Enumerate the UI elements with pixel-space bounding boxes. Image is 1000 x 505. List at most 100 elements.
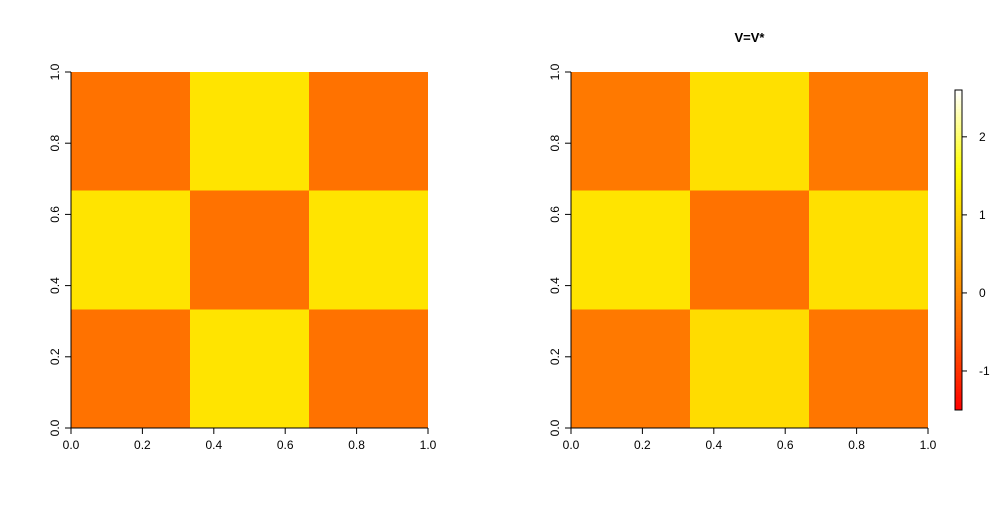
colorbar-swatch: [955, 375, 962, 379]
colorbar-swatch: [955, 319, 962, 323]
colorbar-swatch: [955, 250, 962, 254]
colorbar-swatch: [955, 135, 962, 139]
x-tick-label: 0.4: [705, 438, 722, 452]
colorbar-swatch: [955, 90, 962, 94]
colorbar-swatch: [955, 138, 962, 142]
y-tick-label: 0.2: [48, 348, 62, 365]
colorbar-swatch: [955, 327, 962, 331]
heatmap-cell: [309, 72, 428, 191]
colorbar-swatch: [955, 220, 962, 224]
y-tick-label: 1.0: [48, 63, 62, 80]
colorbar-swatch: [955, 194, 962, 198]
colorbar-swatch: [955, 351, 962, 355]
colorbar-swatch: [955, 124, 962, 128]
colorbar-swatch: [955, 378, 962, 382]
colorbar-tick-label: 2: [979, 130, 986, 144]
colorbar-swatch: [955, 202, 962, 206]
colorbar-swatch: [955, 116, 962, 120]
colorbar-swatch: [955, 303, 962, 307]
colorbar-swatch: [955, 362, 962, 366]
colorbar-swatch: [955, 154, 962, 158]
y-tick-label: 0.0: [548, 419, 562, 436]
colorbar-swatch: [955, 212, 962, 216]
colorbar-swatch: [955, 188, 962, 192]
x-tick-label: 1.0: [420, 438, 437, 452]
heatmap-cell: [571, 190, 690, 310]
heatmap-cell: [71, 190, 190, 310]
colorbar-swatch: [955, 111, 962, 115]
colorbar-swatch: [955, 370, 962, 374]
colorbar-swatch: [955, 146, 962, 150]
colorbar-swatch: [955, 274, 962, 278]
y-tick-label: 0.4: [548, 277, 562, 294]
colorbar-swatch: [955, 191, 962, 195]
colorbar-swatch: [955, 364, 962, 368]
colorbar-swatch: [955, 359, 962, 363]
colorbar-swatch: [955, 287, 962, 291]
colorbar-swatch: [955, 183, 962, 187]
colorbar-swatch: [955, 354, 962, 358]
heatmap-cell: [71, 309, 190, 428]
colorbar-swatch: [955, 143, 962, 147]
colorbar-swatch: [955, 175, 962, 179]
colorbar-swatch: [955, 218, 962, 222]
heatmap-cell: [571, 72, 690, 191]
colorbar-swatch: [955, 98, 962, 102]
x-tick-label: 0.0: [563, 438, 580, 452]
colorbar-swatch: [955, 268, 962, 272]
x-tick-label: 0.0: [63, 438, 80, 452]
colorbar-swatch: [955, 271, 962, 275]
x-tick-label: 0.8: [348, 438, 365, 452]
colorbar-swatch: [955, 338, 962, 342]
y-tick-label: 0.6: [48, 206, 62, 223]
heatmap-cell: [689, 190, 810, 310]
colorbar-swatch: [955, 114, 962, 118]
colorbar-swatch: [955, 386, 962, 390]
colorbar-swatch: [955, 383, 962, 387]
colorbar-swatch: [955, 207, 962, 211]
colorbar-swatch: [955, 255, 962, 259]
colorbar-swatch: [955, 298, 962, 302]
colorbar-swatch: [955, 335, 962, 339]
colorbar-swatch: [955, 119, 962, 123]
colorbar-swatch: [955, 279, 962, 283]
colorbar-legend: -1 0 1 2: [954, 89, 990, 411]
colorbar-swatch: [955, 215, 962, 219]
colorbar-swatch: [955, 322, 962, 326]
x-tick-label: 0.2: [634, 438, 651, 452]
heatmap-cell: [189, 72, 310, 191]
colorbar-swatch: [955, 399, 962, 403]
colorbar-swatch: [955, 300, 962, 304]
colorbar-swatch: [955, 178, 962, 182]
colorbar-swatch: [955, 210, 962, 214]
colorbar-swatch: [955, 95, 962, 99]
colorbar-tick-label: 0: [979, 286, 986, 300]
colorbar-swatch: [955, 284, 962, 288]
heatmap-cell: [689, 72, 810, 191]
colorbar-swatch: [955, 314, 962, 318]
heatmap-cell: [689, 309, 810, 428]
y-tick-label: 0.8: [48, 135, 62, 152]
x-tick-label: 0.8: [848, 438, 865, 452]
colorbar-swatch: [955, 330, 962, 334]
heatmap-cell: [309, 190, 428, 310]
colorbar-swatch: [955, 103, 962, 107]
colorbar-swatch: [955, 407, 962, 411]
heatmap-cell: [809, 309, 928, 428]
colorbar-swatch: [955, 396, 962, 400]
heatmap-cell: [809, 190, 928, 310]
y-tick-label: 0.6: [548, 206, 562, 223]
heatmap-cell: [809, 72, 928, 191]
colorbar-swatch: [955, 186, 962, 190]
colorbar-swatch: [955, 367, 962, 371]
colorbar-swatch: [955, 159, 962, 163]
colorbar-swatch: [955, 172, 962, 176]
chart-title: V=V*: [735, 30, 766, 45]
y-tick-label: 0.4: [48, 277, 62, 294]
colorbar-swatch: [955, 394, 962, 398]
colorbar-swatch: [955, 164, 962, 168]
colorbar-swatch: [955, 140, 962, 144]
x-tick-label: 0.6: [277, 438, 294, 452]
